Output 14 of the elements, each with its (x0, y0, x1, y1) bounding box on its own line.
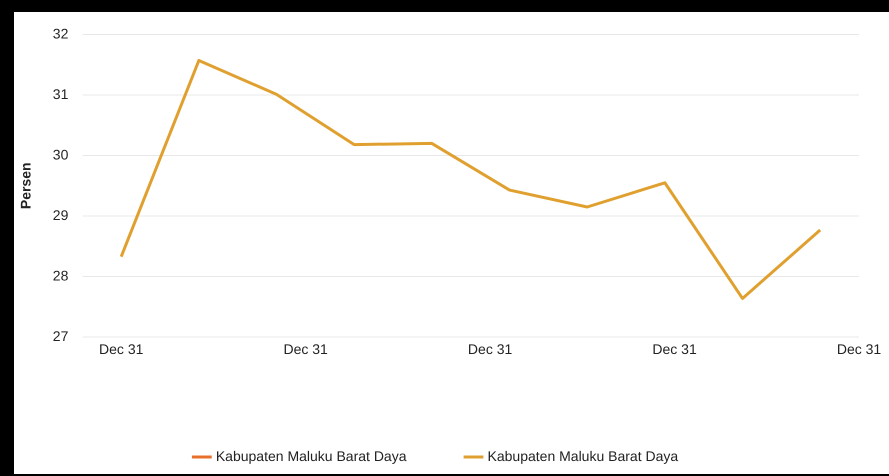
y-tick-label: 28 (52, 268, 69, 284)
text: Dec 31 (283, 341, 328, 358)
y-tick-label: 30 (52, 146, 69, 162)
legend-label: Kabupaten Maluku Barat Daya (488, 448, 678, 464)
text: Dec 31 (836, 341, 882, 358)
y-tick-label: 29 (52, 206, 69, 223)
y-tick-label: 27 (52, 328, 69, 344)
y-tick-label: 31 (52, 86, 69, 102)
legend-label: Kabupaten Maluku Barat Daya (216, 448, 407, 464)
y-tick-label: 32 (52, 25, 69, 42)
y-axis-title: Persen (17, 162, 34, 210)
text: Dec 31 (99, 341, 144, 358)
text: Dec 31 (652, 341, 697, 358)
text: Dec 31 (468, 341, 512, 358)
